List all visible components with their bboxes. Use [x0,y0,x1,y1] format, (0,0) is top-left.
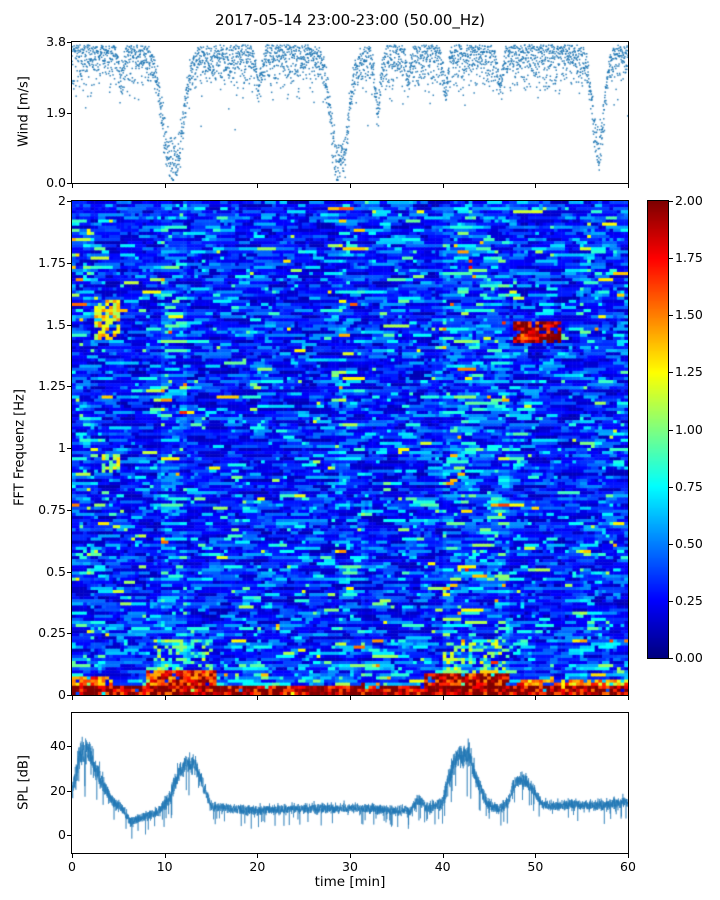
tick-mark [257,854,259,858]
tick-mark [164,184,166,188]
tick-mark [535,696,537,700]
colorbar-tick-label: 1.00 [675,421,703,437]
tick-mark [72,696,73,700]
fft-ytick-label: 0 [58,687,66,702]
figure-title: 2017-05-14 23:00-23:00 (50.00_Hz) [215,11,485,29]
spl-ytick-label: 40 [50,738,66,754]
tick-mark [350,696,351,700]
colorbar-tick-label: 0.25 [675,592,703,608]
time-xtick-label: 50 [527,859,544,874]
time-xlabel: time [min] [314,874,386,890]
wind-ytick-label: 3.8 [46,34,66,49]
spl-line-canvas [72,713,628,853]
tick-mark [669,543,673,545]
tick-mark [67,201,71,202]
tick-mark [669,600,673,602]
tick-mark [669,372,673,374]
tick-mark [67,571,71,573]
colorbar-tick-label: 1.50 [675,307,703,323]
tick-mark [350,854,351,858]
fft-ytick-label: 1.5 [46,316,66,332]
tick-mark [350,184,351,188]
tick-mark [669,658,673,659]
time-xtick-label: 60 [620,859,636,874]
fft-ytick-label: 1 [58,440,66,455]
wind-scatter-axes [71,41,629,184]
tick-mark [669,258,673,260]
spl-ytick-label: 0 [58,827,66,843]
spl-ytick-label: 20 [50,782,66,798]
tick-mark [67,262,71,264]
tick-mark [67,386,71,388]
colorbar [647,200,669,659]
colorbar-tick-label: 0.50 [675,535,703,551]
tick-mark [67,695,71,696]
tick-mark [67,746,71,748]
colorbar-tick-label: 0.75 [675,478,703,494]
tick-mark [67,835,71,837]
spl-line-axes [71,712,629,854]
fft-ytick-label: 0.25 [38,625,66,641]
tick-mark [67,448,71,449]
tick-mark [535,184,537,188]
tick-mark [164,696,166,700]
tick-mark [669,429,673,431]
tick-mark [72,184,73,188]
tick-mark [164,854,166,858]
fft-ytick-label: 1.25 [38,378,66,394]
tick-mark [257,184,259,188]
tick-mark [669,201,673,202]
time-xtick-label: 30 [342,859,358,874]
spectrogram-canvas [72,201,628,695]
colorbar-tick-label: 0.00 [675,650,703,665]
colorbar-tick-label: 1.25 [675,364,703,380]
tick-mark [442,696,444,700]
tick-mark [67,112,71,114]
tick-mark [535,854,537,858]
time-xtick-label: 40 [434,859,451,874]
time-xtick-label: 0 [68,859,76,874]
wind-scatter-canvas [72,42,628,183]
tick-mark [442,854,444,858]
colorbar-tick-label: 1.75 [675,250,703,266]
wind-ytick-label: 1.9 [46,104,66,120]
spectrogram-axes [71,200,629,696]
colorbar-canvas [648,201,668,658]
tick-mark [67,633,71,635]
wind-ytick-label: 0.0 [46,175,66,190]
tick-mark [442,184,444,188]
fft-ytick-label: 0.75 [38,501,66,517]
fft-ytick-label: 2 [58,193,66,208]
tick-mark [72,854,73,858]
tick-mark [67,42,71,43]
tick-mark [628,184,629,188]
tick-mark [67,324,71,326]
colorbar-tick-label: 2.00 [675,193,703,208]
tick-mark [67,509,71,511]
time-xtick-label: 20 [249,859,266,874]
tick-mark [628,696,629,700]
fft-ytick-label: 1.75 [38,254,66,270]
tick-mark [67,790,71,792]
tick-mark [669,315,673,317]
tick-mark [669,486,673,488]
time-xtick-label: 10 [156,859,173,874]
tick-mark [67,183,71,184]
tick-mark [628,854,629,858]
fft-ytick-label: 0.5 [46,563,66,579]
tick-mark [257,696,259,700]
